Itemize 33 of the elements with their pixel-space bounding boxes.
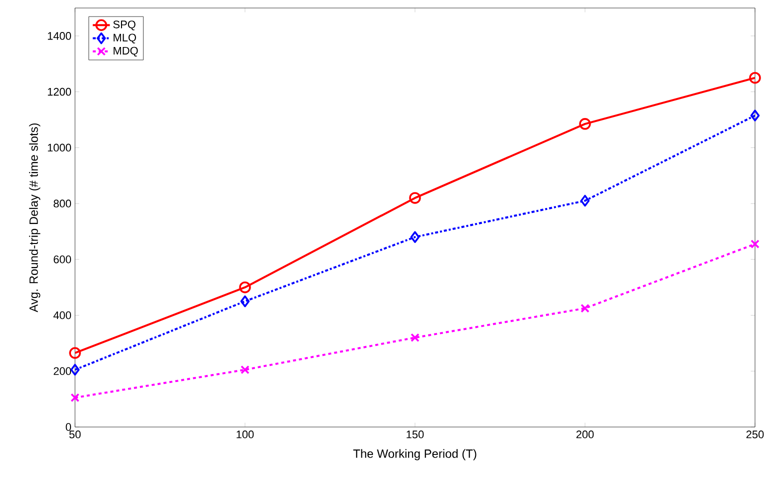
- x-axis-title: The Working Period (T): [353, 449, 476, 460]
- y-tick-label: 1200: [48, 88, 72, 96]
- x-tick-label: 100: [236, 430, 254, 438]
- point: [580, 304, 590, 313]
- x-tick-label: 50: [69, 430, 81, 438]
- legend-label: SPQ: [113, 20, 136, 30]
- point: [579, 118, 591, 130]
- y-tick-label: 200: [54, 367, 72, 376]
- y-tick-label: 1000: [48, 144, 72, 152]
- y-tick-label: 600: [54, 256, 72, 264]
- point: [409, 192, 421, 204]
- point: [239, 281, 251, 294]
- y-tick-label: 1400: [48, 32, 72, 40]
- point: [69, 347, 81, 359]
- point: [410, 333, 420, 342]
- point: [240, 365, 250, 374]
- point: [70, 393, 80, 402]
- y-tick-label: 0: [66, 423, 72, 431]
- x-tick-label: 150: [406, 430, 424, 438]
- point: [750, 110, 760, 122]
- legend-label: MDQ: [114, 46, 138, 57]
- x-tick-label: 200: [576, 430, 594, 438]
- x-tick-label: 250: [746, 430, 764, 438]
- y-tick-label: 400: [53, 311, 72, 320]
- legend-label: MLQ: [114, 34, 136, 44]
- point: [749, 72, 761, 84]
- point: [410, 231, 420, 243]
- y-tick-label: 800: [54, 200, 72, 208]
- point: [750, 240, 760, 248]
- point: [240, 295, 250, 308]
- point: [580, 194, 590, 207]
- y-axis-title: Avg. Round-trip Delay (# time slots): [29, 123, 40, 312]
- point: [70, 364, 80, 376]
